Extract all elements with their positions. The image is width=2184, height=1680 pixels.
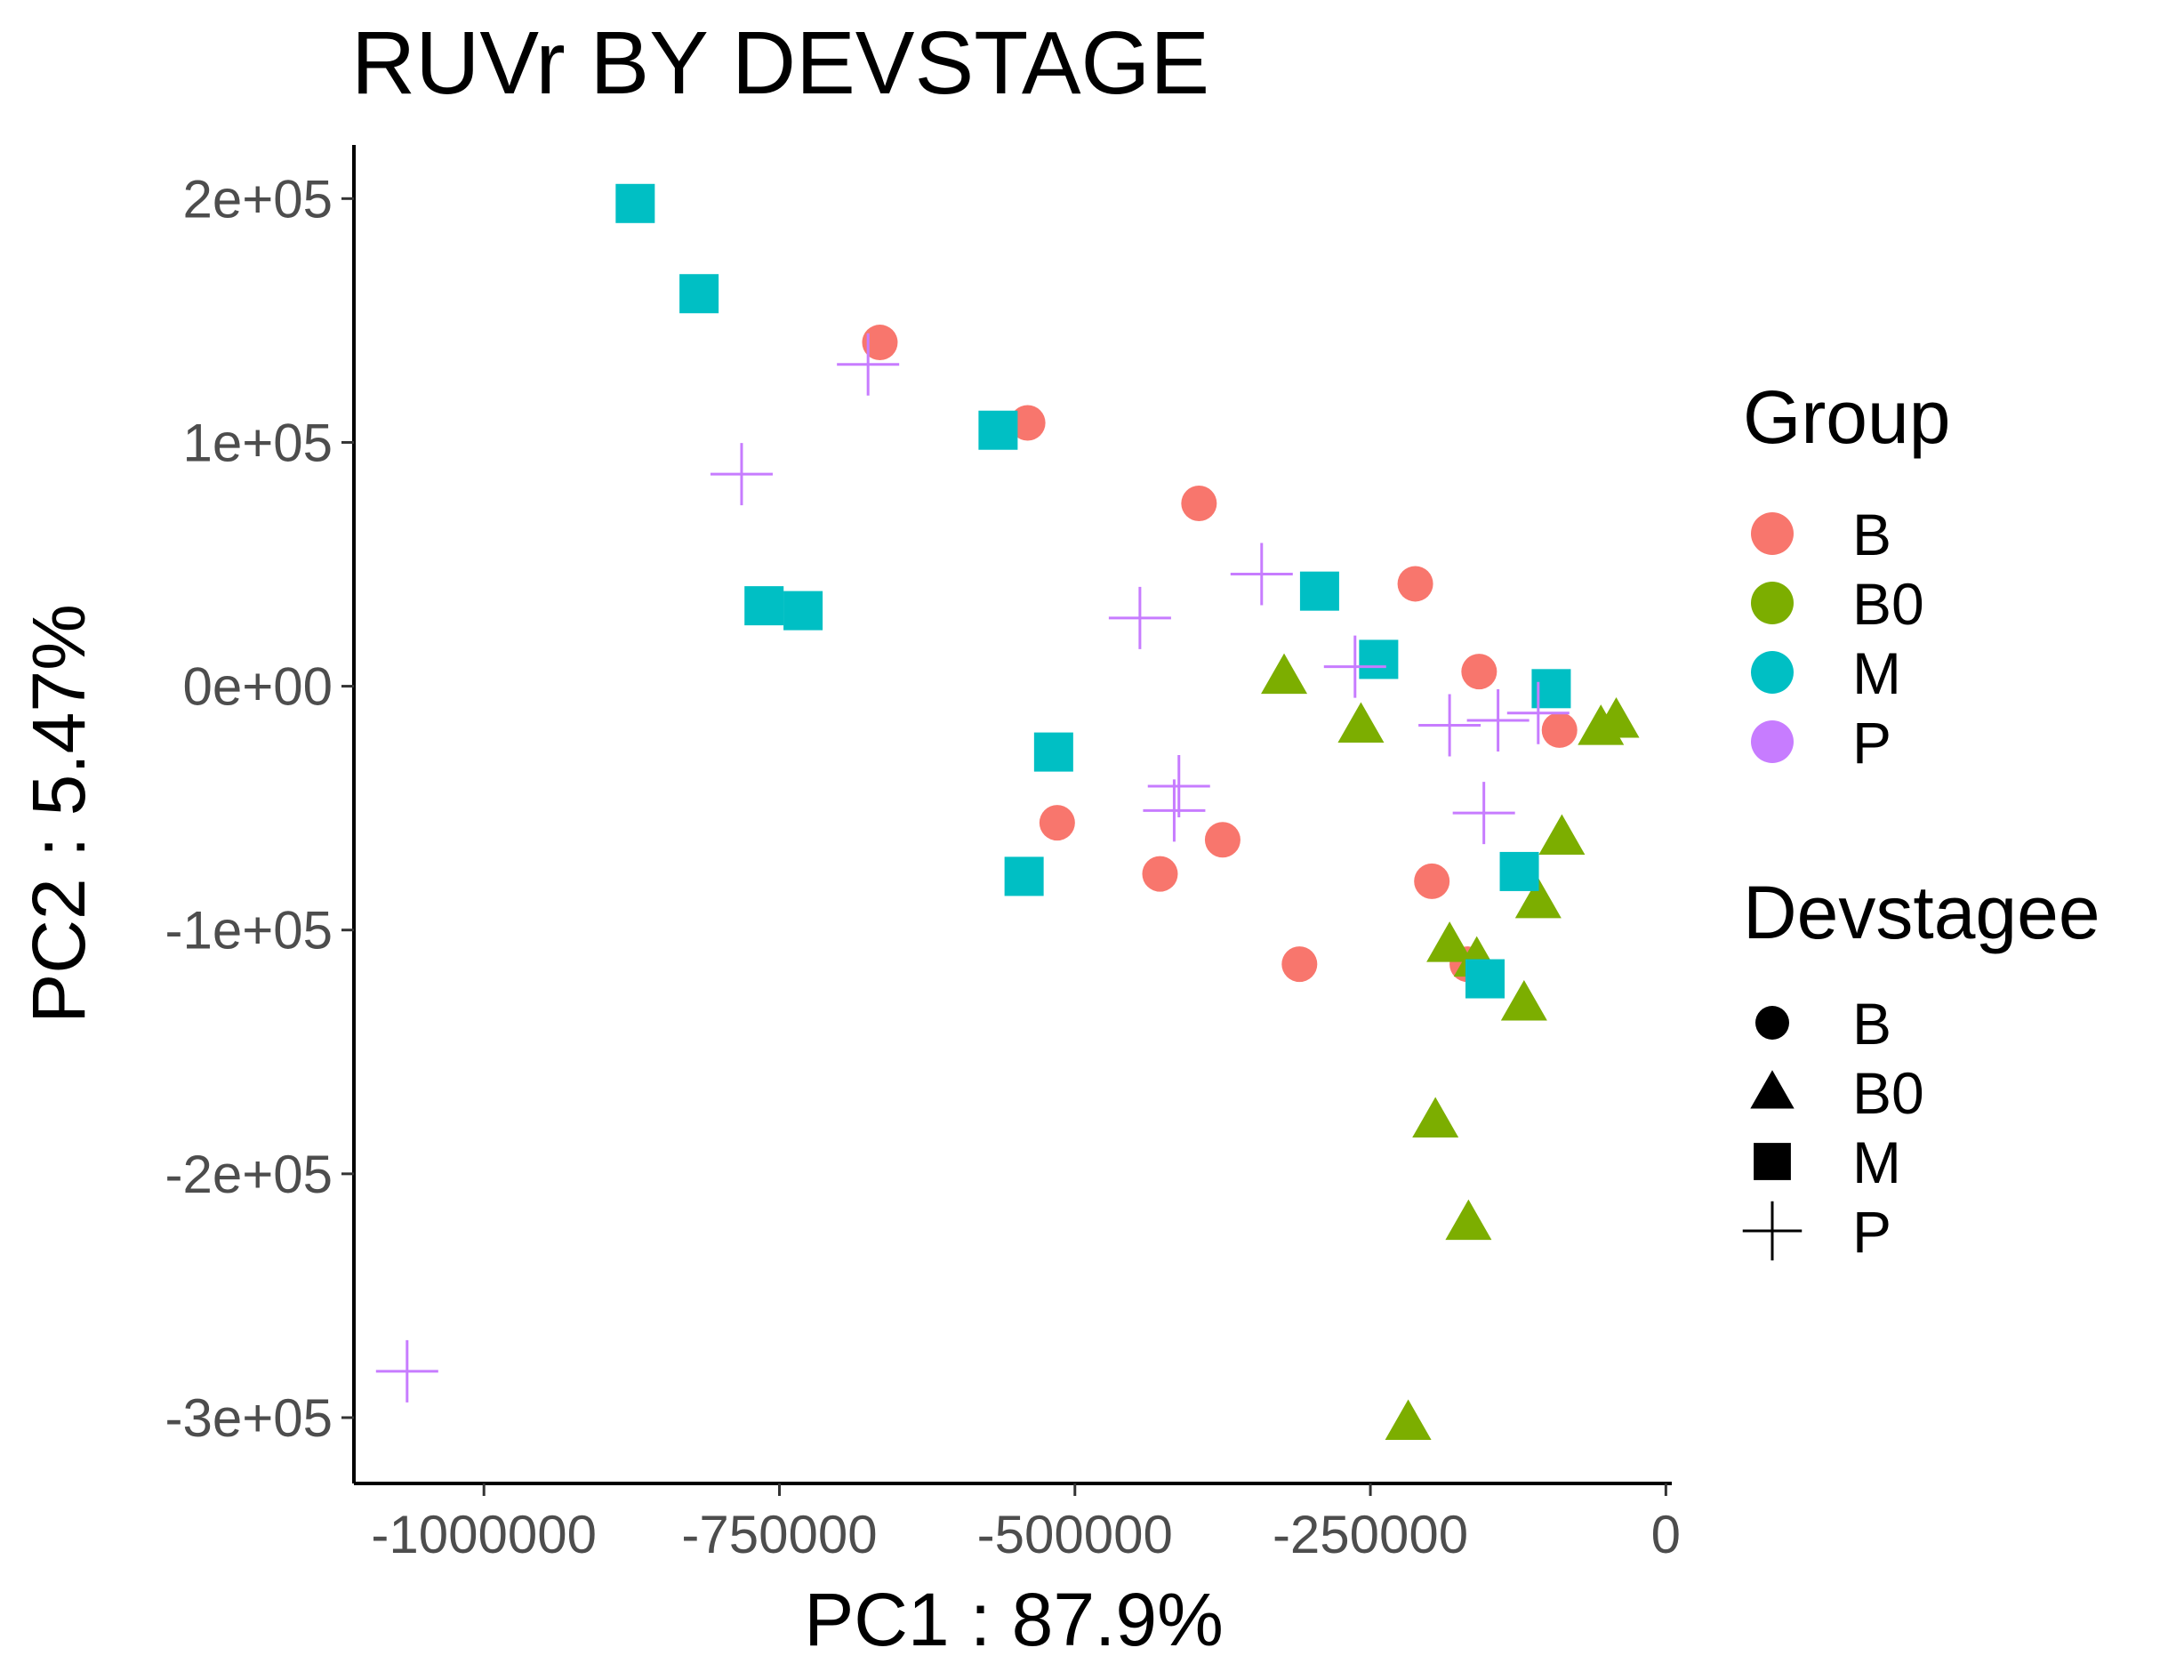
data-point-b0 xyxy=(1578,704,1625,745)
data-point-p xyxy=(710,443,773,506)
legend-label: B xyxy=(1852,991,1891,1057)
data-point-b0 xyxy=(1514,877,1562,919)
data-point-b xyxy=(1281,946,1318,983)
legend-key-shape-triangle xyxy=(1750,1070,1795,1109)
data-point-m xyxy=(615,183,655,223)
legend-label: B0 xyxy=(1852,571,1924,637)
data-point-b0 xyxy=(1385,1399,1432,1440)
legend-label: B xyxy=(1852,502,1891,567)
chart-title: RUVr BY DEVSTAGE xyxy=(351,13,1209,113)
legend-key-b0 xyxy=(1751,582,1794,624)
data-point-b xyxy=(1181,485,1217,521)
data-point-m xyxy=(783,591,823,631)
data-point-p xyxy=(375,1339,438,1403)
y-tick-label: 2e+05 xyxy=(182,169,333,229)
legend-label: P xyxy=(1852,1199,1891,1265)
legend-key-m xyxy=(1751,651,1794,694)
data-point-b0 xyxy=(1261,653,1308,695)
legend-title-devstagee: Devstagee xyxy=(1743,871,2100,954)
x-tick-label: -750000 xyxy=(681,1505,877,1564)
legend-label: M xyxy=(1852,1129,1901,1195)
data-point-b xyxy=(1039,805,1075,841)
y-tick-label: 0e+00 xyxy=(182,657,333,717)
x-tick-label: -250000 xyxy=(1273,1505,1468,1564)
data-point-b xyxy=(1414,863,1450,899)
x-tick-label: -1000000 xyxy=(371,1505,597,1564)
data-point-b0 xyxy=(1445,1199,1492,1241)
y-axis-title: PC2 : 5.47% xyxy=(17,604,100,1024)
y-tick-label: -2e+05 xyxy=(165,1145,333,1204)
legend-label: B0 xyxy=(1852,1060,1924,1126)
y-ticks: 2e+05 1e+05 0e+00 -1e+05 -2e+05 -3e+05 xyxy=(165,169,354,1448)
y-tick-label: -3e+05 xyxy=(165,1388,333,1448)
data-point-m xyxy=(1004,856,1044,896)
legend-key-p xyxy=(1751,720,1794,763)
data-point-m xyxy=(679,274,719,314)
data-point-m xyxy=(1033,732,1073,772)
data-point-m xyxy=(744,586,784,626)
data-point-p xyxy=(1418,694,1481,757)
legend-label: M xyxy=(1852,640,1901,706)
data-point-m xyxy=(1499,851,1539,891)
data-point-b0 xyxy=(1337,702,1385,743)
legend-title-group: Group xyxy=(1743,375,1950,459)
data-point-b0 xyxy=(1500,979,1547,1021)
data-point-b xyxy=(1009,405,1046,441)
x-tick-label: -500000 xyxy=(977,1505,1173,1564)
data-point-p xyxy=(1323,635,1386,698)
data-point-p xyxy=(1147,754,1210,817)
legend-label: P xyxy=(1852,710,1891,776)
data-point-m xyxy=(1359,639,1399,679)
legend-key-shape-circle xyxy=(1755,1006,1789,1040)
data-point-b xyxy=(1142,856,1178,892)
data-point-b0 xyxy=(1538,814,1586,856)
x-axis-title: PC1 : 87.9% xyxy=(804,1578,1224,1661)
data-point-m xyxy=(978,410,1018,450)
y-tick-label: 1e+05 xyxy=(182,413,333,472)
data-point-b xyxy=(1397,566,1433,602)
x-ticks: -1000000 -750000 -500000 -250000 0 xyxy=(371,1483,1681,1564)
data-point-b0 xyxy=(1412,1097,1459,1138)
data-point-p xyxy=(837,333,900,396)
legend-key-shape-plus xyxy=(1742,1201,1803,1261)
data-point-b xyxy=(1204,822,1241,858)
x-tick-label: 0 xyxy=(1651,1505,1681,1564)
data-point-p xyxy=(1466,688,1530,752)
legend-key-b xyxy=(1751,512,1794,555)
data-point-p xyxy=(1506,681,1570,744)
y-tick-label: -1e+05 xyxy=(165,901,333,961)
data-point-p xyxy=(1108,586,1171,649)
data-point-b0 xyxy=(1426,921,1473,962)
legend-key-shape-square xyxy=(1754,1143,1791,1180)
data-point-m xyxy=(1299,571,1339,611)
data-point-m xyxy=(1465,959,1505,999)
points-layer xyxy=(375,183,1640,1440)
data-point-p xyxy=(1230,543,1293,606)
data-point-b xyxy=(1541,711,1578,748)
data-point-p xyxy=(1143,779,1206,842)
data-point-b xyxy=(862,325,898,361)
axes xyxy=(352,145,1672,1485)
data-point-p xyxy=(1452,782,1515,845)
data-point-b xyxy=(1461,654,1497,690)
